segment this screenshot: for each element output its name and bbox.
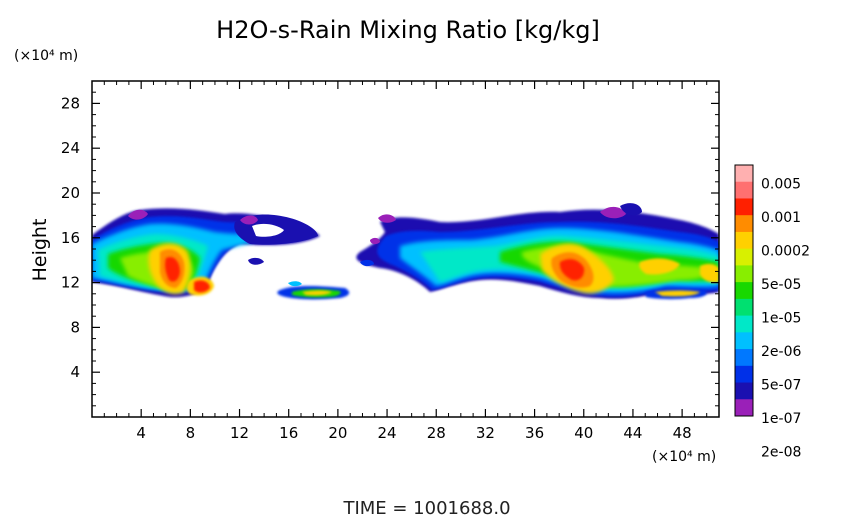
colorbar-label: 0.001 [761, 210, 801, 226]
colorbar-swatch [735, 248, 753, 266]
heatmap-field [92, 203, 719, 300]
colorbar-label: 0.005 [761, 177, 801, 193]
x-tick-label: 28 [427, 424, 446, 442]
colorbar-swatch [735, 365, 753, 384]
colorbar-swatch [735, 181, 753, 199]
chart-title: H2O-s-Rain Mixing Ratio [kg/kg] [216, 16, 600, 44]
colorbar-swatch [735, 315, 753, 333]
x-axis-unit: (×10⁴ m) [652, 449, 716, 465]
colorbar-swatch [735, 332, 753, 350]
x-tick-label: 40 [574, 424, 593, 442]
colorbar-label: 1e-05 [761, 311, 801, 327]
cloud-left [92, 208, 320, 298]
cloud-right [356, 203, 719, 299]
x-tick-label: 16 [279, 424, 298, 442]
colorbar-label: 5e-07 [761, 378, 801, 394]
y-tick-label: 8 [70, 318, 80, 336]
y-tick-label: 20 [61, 184, 80, 202]
colorbar-swatch [735, 165, 753, 183]
colorbar-label: 2e-08 [761, 444, 801, 460]
x-tick-label: 8 [186, 424, 196, 442]
x-tick-label: 44 [623, 424, 642, 442]
colorbar-swatch [735, 215, 753, 233]
colorbar-swatch [735, 282, 753, 300]
colorbar-swatch [735, 382, 753, 400]
x-tick-label: 4 [136, 424, 146, 442]
y-tick-label: 12 [61, 274, 80, 292]
colorbar-label: 0.0002 [761, 244, 810, 260]
x-tick-label: 12 [230, 424, 249, 442]
y-axis-label: Height [29, 219, 51, 282]
y-tick-label: 4 [70, 363, 80, 381]
colorbar-frame [734, 164, 754, 417]
colorbar-swatch [735, 298, 753, 317]
x-tick-label: 36 [525, 424, 544, 442]
y-axis-unit: (×10⁴ m) [14, 48, 78, 64]
x-tick-label: 48 [673, 424, 692, 442]
x-tick-label: 20 [328, 424, 347, 442]
colorbar: 0.005 0.001 0.0002 5e-05 1e-05 2e-06 5e-07 1e-0… [734, 164, 810, 460]
time-label: TIME = 1001688.0 [342, 498, 510, 519]
x-tick-label: 32 [476, 424, 495, 442]
cloud-band-center [277, 281, 350, 300]
colorbar-swatch [735, 349, 753, 367]
y-tick-label: 28 [61, 94, 80, 112]
colorbar-swatch [735, 198, 753, 216]
colorbar-swatch [735, 399, 753, 417]
cloud-band-right [645, 288, 707, 300]
colorbar-label: 1e-07 [761, 411, 801, 427]
y-tick-label: 16 [61, 229, 80, 247]
colorbar-label: 5e-05 [761, 277, 801, 293]
colorbar-swatch [735, 231, 753, 250]
x-tick-label: 24 [378, 424, 397, 442]
colorbar-label: 2e-06 [761, 344, 801, 360]
colorbar-swatch [735, 265, 753, 283]
y-tick-label: 24 [61, 139, 80, 157]
